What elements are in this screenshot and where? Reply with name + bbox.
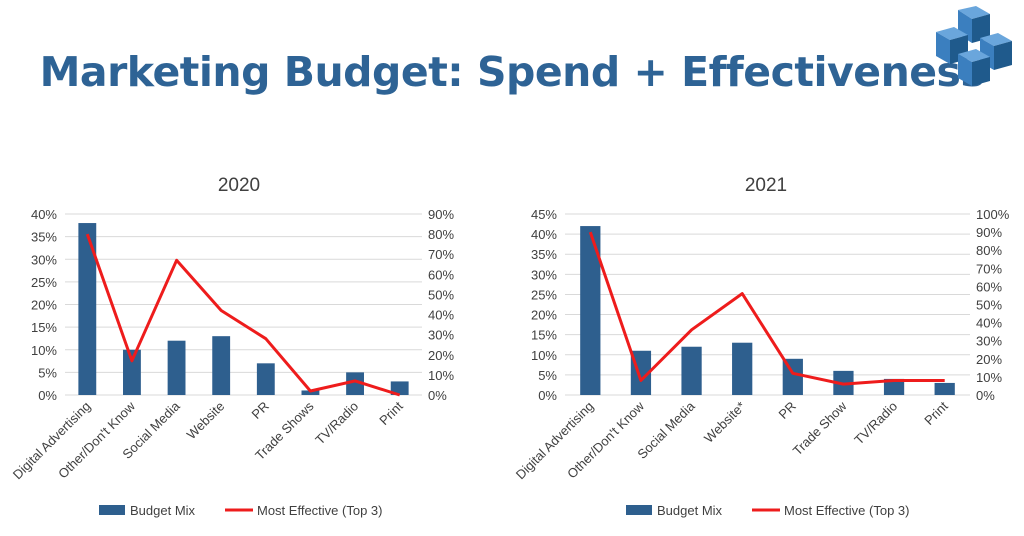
y-left-tick-label: 40% [531, 227, 557, 242]
y-right-tick-label: 100% [976, 207, 1010, 222]
x-tick-label: PR [249, 399, 272, 422]
chart-2020-svg: 2020 0% 5% 10% 15% 20% 25% 30% 35% 40% 0% 10% 20% 30%… [10, 175, 455, 518]
y-left-tick-label: 15% [531, 328, 557, 343]
bar-budget-mix [78, 223, 97, 395]
line-most-effective [588, 231, 945, 386]
y-left-tick-label: 5% [538, 368, 557, 383]
bar-budget-mix [123, 349, 141, 395]
y-right-tick-label: 70% [428, 247, 454, 262]
y-right-tick-label: 0% [976, 388, 995, 403]
y-left-tick-label: 35% [31, 230, 57, 245]
y-right-tick-label: 60% [976, 279, 1002, 294]
y-right-tick-label: 20% [976, 352, 1002, 367]
bar-budget-mix [167, 340, 186, 395]
legend-bar-label: Budget Mix [130, 503, 196, 518]
x-tick-label: Digital Advertising [10, 399, 94, 483]
y-left-tick-label: 25% [531, 287, 557, 302]
interlocking-cubes-logo [936, 6, 1012, 86]
y-left-tick-label: 0% [538, 388, 557, 403]
y-left-tick-label: 40% [31, 207, 57, 222]
legend-line-label: Most Effective (Top 3) [784, 503, 909, 518]
legend-line-label: Most Effective (Top 3) [257, 503, 382, 518]
y-right-tick-label: 50% [428, 287, 454, 302]
y-left-tick-label: 10% [531, 348, 557, 363]
x-tick-label: TV/Radio [851, 399, 900, 448]
y-left-tick-label: 35% [531, 247, 557, 262]
legend-bar-label: Budget Mix [657, 503, 723, 518]
y-left-tick-label: 15% [31, 320, 57, 335]
chart-title: 2020 [218, 175, 260, 196]
y-right-tick-label: 40% [976, 316, 1002, 331]
x-tick-label: TV/Radio [312, 399, 361, 448]
y-left-tick-label: 25% [31, 275, 57, 290]
y-right-tick-label: 20% [428, 348, 454, 363]
y-left-tick-label: 20% [531, 308, 557, 323]
x-tick-label: Trade Show [790, 398, 850, 458]
chart-2021: 2021 0% 5% 10% 15% 20% 25% 30% 35% 40% 45% 0% 10% 20%… [512, 160, 1024, 536]
y-right-tick-label: 10% [428, 368, 454, 383]
x-tick-label: Website [184, 399, 228, 443]
legend-bar-swatch [99, 505, 125, 515]
page-title: Marketing Budget: Spend + Effectiveness [39, 48, 985, 96]
y-right-tick-label: 50% [976, 298, 1002, 313]
logo-shapes [936, 6, 1012, 86]
bar-budget-mix [934, 382, 955, 395]
y-left-tick-label: 10% [31, 343, 57, 358]
x-tick-label: Print [921, 398, 951, 428]
chart-2021-svg: 2021 0% 5% 10% 15% 20% 25% 30% 35% 40% 45% 0% 10% 20%… [513, 175, 1010, 518]
y-left-tick-label: 45% [531, 207, 557, 222]
line-most-effective [85, 233, 401, 397]
x-tick-label: Print [376, 398, 406, 428]
y-right-tick-label: 30% [976, 334, 1002, 349]
bar-budget-mix [256, 363, 275, 395]
y-left-tick-label: 0% [38, 388, 57, 403]
x-tick-label: PR [776, 399, 799, 422]
chart-2020: 2020 0% 5% 10% 15% 20% 25% 30% 35% 40% 0% 10% 20% 30%… [0, 160, 512, 536]
y-right-tick-label: 80% [976, 243, 1002, 258]
y-right-tick-label: 60% [428, 267, 454, 282]
y-right-tick-label: 90% [976, 225, 1002, 240]
bar-budget-mix [883, 378, 905, 395]
y-right-tick-label: 40% [428, 308, 454, 323]
y-right-tick-label: 90% [428, 207, 454, 222]
legend-bar-swatch [626, 505, 652, 515]
y-right-tick-label: 80% [428, 227, 454, 242]
y-left-tick-label: 20% [31, 298, 57, 313]
bar-budget-mix [732, 342, 753, 395]
y-left-tick-label: 5% [38, 365, 57, 380]
chart-title: 2021 [745, 175, 787, 196]
x-tick-label: Other/Don't Know [55, 398, 138, 481]
bar-budget-mix [681, 346, 702, 395]
y-left-tick-label: 30% [531, 267, 557, 282]
y-right-tick-label: 10% [976, 370, 1002, 385]
y-left-tick-label: 30% [31, 252, 57, 267]
y-right-tick-label: 0% [428, 388, 447, 403]
bar-budget-mix [390, 381, 409, 395]
y-right-tick-label: 30% [428, 328, 454, 343]
bar-budget-mix [301, 390, 320, 395]
bar-budget-mix [212, 336, 231, 395]
bar-budget-mix [346, 372, 364, 395]
bar-budget-mix [580, 226, 601, 395]
y-right-tick-label: 70% [976, 261, 1002, 276]
x-tick-label: Website* [701, 399, 748, 446]
